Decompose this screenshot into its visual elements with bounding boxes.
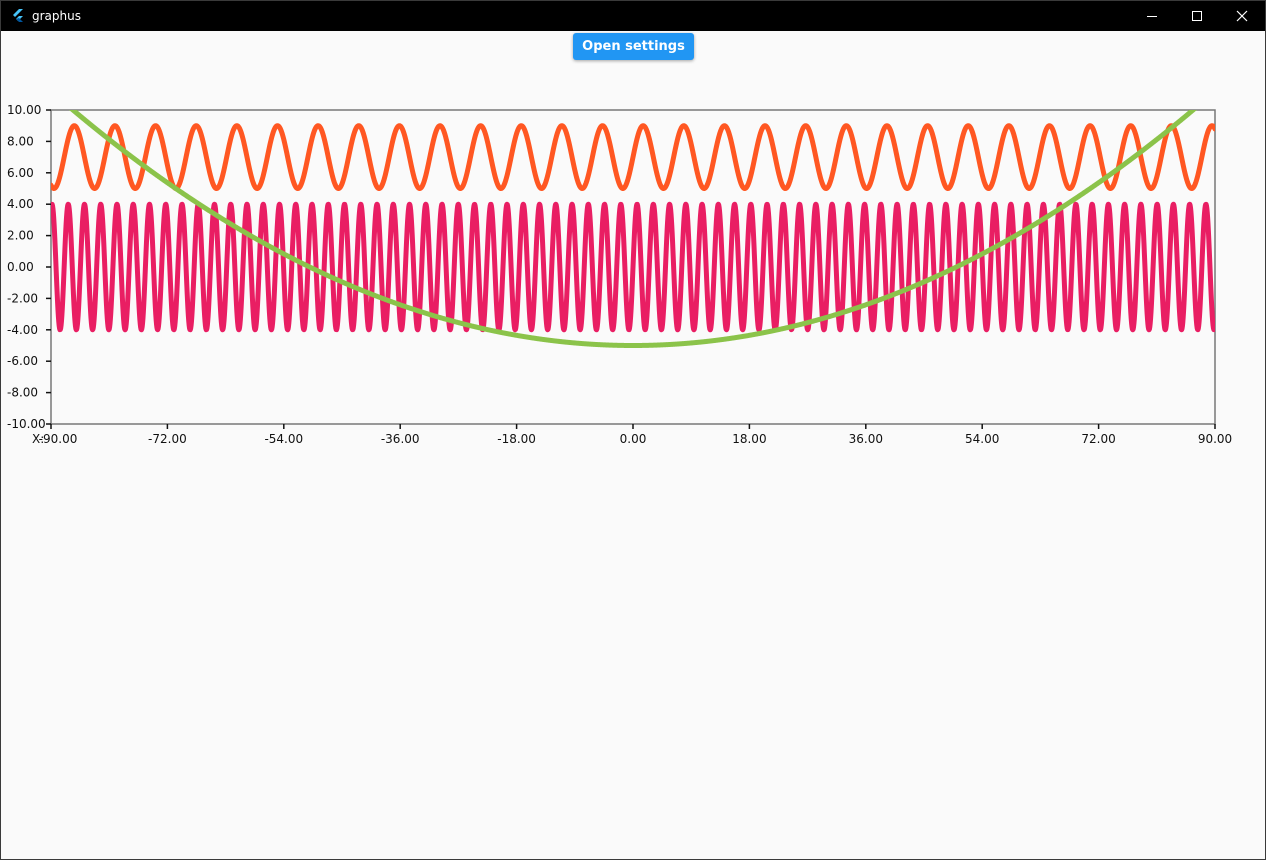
x-tick-label: -18.00 <box>497 432 536 446</box>
y-tick-label: 6.00 <box>7 166 34 180</box>
maximize-button[interactable] <box>1174 1 1220 31</box>
y-tick-label: -10.00 <box>7 417 46 431</box>
y-tick-label: 10.00 <box>7 103 41 117</box>
close-icon <box>1236 10 1248 22</box>
minimize-icon <box>1146 10 1158 22</box>
x-tick-label: 72.00 <box>1081 432 1115 446</box>
x-tick-label: -72.00 <box>148 432 187 446</box>
x-tick-label: -90.00 <box>39 432 78 446</box>
series-line-1 <box>51 123 1215 191</box>
y-tick-label: -6.00 <box>7 354 38 368</box>
series-group <box>51 110 1215 348</box>
x-tick-label: 18.00 <box>732 432 766 446</box>
y-tick-label: 0.00 <box>7 260 34 274</box>
title-bar: graphus <box>1 1 1265 31</box>
x-tick-label: -54.00 <box>264 432 303 446</box>
x-axis-label: X: <box>32 432 44 446</box>
y-tick-label: 4.00 <box>7 197 34 211</box>
series-line-2 <box>51 201 1215 333</box>
flutter-logo-icon <box>10 8 26 24</box>
series-line-3 <box>69 110 1197 348</box>
maximize-icon <box>1191 10 1203 22</box>
y-tick-label: 8.00 <box>7 134 34 148</box>
x-tick-label: -36.00 <box>381 432 420 446</box>
x-tick-label: 54.00 <box>965 432 999 446</box>
x-tick-label: 90.00 <box>1198 432 1232 446</box>
x-tick-label: 36.00 <box>849 432 883 446</box>
minimize-button[interactable] <box>1129 1 1175 31</box>
content-area: Open settings <box>1 31 1265 859</box>
y-tick-label: -8.00 <box>7 386 38 400</box>
close-button[interactable] <box>1219 1 1265 31</box>
y-tick-label: -4.00 <box>7 323 38 337</box>
open-settings-button[interactable]: Open settings <box>573 33 694 60</box>
x-tick-label: 0.00 <box>620 432 647 446</box>
y-tick-label: -2.00 <box>7 291 38 305</box>
window-title: graphus <box>32 9 81 23</box>
y-tick-label: 2.00 <box>7 229 34 243</box>
function-graph: 10.00 8.00 6.00 4.00 2.00 0.00 -2.00 -4.00 -6.00… <box>7 103 1232 446</box>
